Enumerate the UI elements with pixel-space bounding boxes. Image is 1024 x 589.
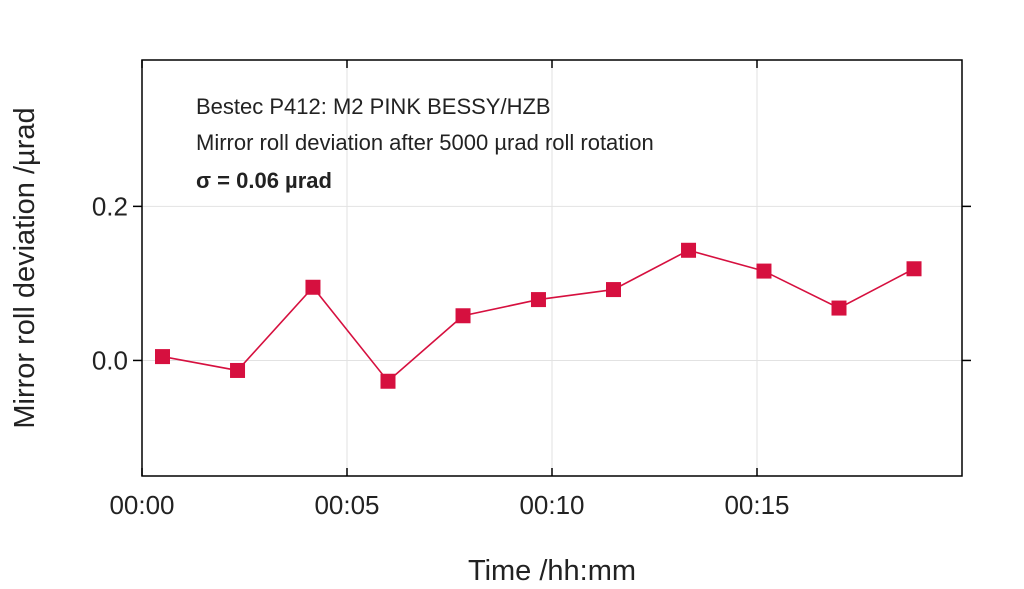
y-axis-title: Mirror roll deviation /µrad <box>9 107 41 428</box>
annotation-description: Mirror roll deviation after 5000 µrad ro… <box>196 130 654 155</box>
data-point <box>305 279 321 295</box>
annotation-sigma: σ = 0.06 µrad <box>196 168 332 193</box>
data-point <box>681 242 697 258</box>
data-point <box>906 261 922 277</box>
x-tick-label: 00:10 <box>519 490 584 520</box>
annotation-block: Bestec P412: M2 PINK BESSY/HZB Mirror ro… <box>196 94 654 193</box>
data-point <box>831 300 847 316</box>
annotation-title: Bestec P412: M2 PINK BESSY/HZB <box>196 94 551 119</box>
data-point <box>230 362 246 378</box>
data-point <box>530 292 546 308</box>
y-tick-label: 0.0 <box>92 345 128 375</box>
series-line <box>162 249 915 383</box>
x-tick-label: 00:05 <box>314 490 379 520</box>
data-point <box>380 373 396 389</box>
x-tick-label: 00:00 <box>109 490 174 520</box>
data-point <box>455 308 471 324</box>
data-point <box>606 282 621 298</box>
x-axis-title: Time /hh:mm <box>468 555 636 587</box>
grid-lines <box>141 60 962 476</box>
y-tick-label: 0.2 <box>92 191 128 221</box>
data-point <box>155 349 170 365</box>
data-point <box>756 263 772 279</box>
x-tick-label: 00:15 <box>724 490 789 520</box>
data-series <box>155 242 922 389</box>
axis-ticks: 00:00 00:05 00:10 00:15 0.0 0.2 <box>92 60 971 520</box>
